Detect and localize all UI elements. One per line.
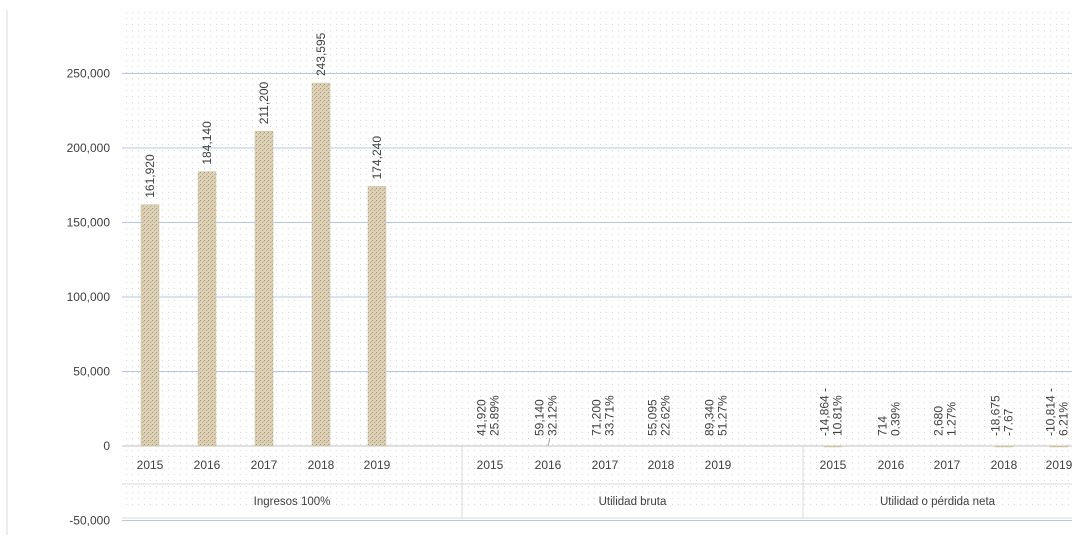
group-label: Ingresos 100% (254, 496, 331, 508)
data-label: -18,675-7.67 (989, 395, 1016, 436)
bar (254, 131, 274, 447)
x-tick-label: 2018 (991, 458, 1018, 472)
data-label: 89,34051.27% (703, 395, 730, 436)
y-tick-label: 0 (103, 439, 110, 453)
data-label: 211,200 (257, 81, 271, 124)
data-label: 59,14032.12% (533, 395, 560, 436)
data-label: 41,92025.89% (475, 395, 502, 436)
data-label: 55,09522.62% (646, 395, 673, 436)
x-tick-label: 2019 (1046, 458, 1073, 472)
group-label: Utilidad bruta (599, 496, 667, 508)
x-axis: Ingresos 100% 2015 2016 2017 2018 2019 Utilida… (122, 446, 1073, 519)
bar (140, 204, 160, 447)
x-tick-label: 2017 (251, 458, 278, 472)
x-tick-label: 2017 (592, 458, 619, 472)
data-label: -14,864 -10.81% (818, 388, 845, 436)
data-label: 71,20033.71% (590, 395, 617, 436)
gridlines (122, 73, 1072, 521)
group-label: Utilidad o pérdida neta (880, 496, 996, 508)
x-tick-label: 2016 (194, 458, 221, 472)
data-labels: 161,920 184,140 211,200 243,595 174,240 41,92… (143, 32, 1071, 447)
data-label: 174,240 (370, 136, 384, 180)
data-label: 7140.39% (876, 402, 903, 436)
bar (197, 171, 217, 447)
y-tick-label: 200,000 (67, 141, 111, 155)
x-tick-label: 2015 (820, 458, 847, 472)
x-tick-label: 2017 (934, 458, 961, 472)
bar (994, 445, 1014, 448)
data-label: 184,140 (200, 121, 214, 165)
x-tick-label: 2018 (648, 458, 675, 472)
x-tick-label: 2015 (477, 458, 504, 472)
bar (823, 445, 843, 448)
leader-line (547, 437, 551, 447)
y-tick-label: 50,000 (73, 365, 110, 379)
data-label: 2,6801.27% (932, 402, 959, 436)
y-tick-label: 150,000 (67, 216, 111, 230)
plot-background (122, 8, 1072, 508)
x-tick-label: 2019 (364, 458, 391, 472)
data-label: 243,595 (314, 32, 328, 76)
x-tick-label: 2019 (705, 458, 732, 472)
y-tick-label: 100,000 (67, 290, 111, 304)
bars (140, 82, 1069, 448)
y-tick-label: -50,000 (69, 514, 110, 528)
y-tick-label: 250,000 (67, 67, 111, 81)
x-tick-label: 2015 (137, 458, 164, 472)
bar (311, 82, 331, 447)
bar (1049, 445, 1069, 448)
x-tick-label: 2018 (308, 458, 335, 472)
data-label: -10,814 -6.21% (1044, 388, 1071, 436)
data-label: 161,920 (143, 154, 157, 198)
bar (367, 186, 387, 447)
x-tick-label: 2016 (535, 458, 562, 472)
y-axis: -50,000 0 50,000 100,000 150,000 200,000 250,0… (67, 67, 111, 528)
x-tick-label: 2016 (878, 458, 905, 472)
